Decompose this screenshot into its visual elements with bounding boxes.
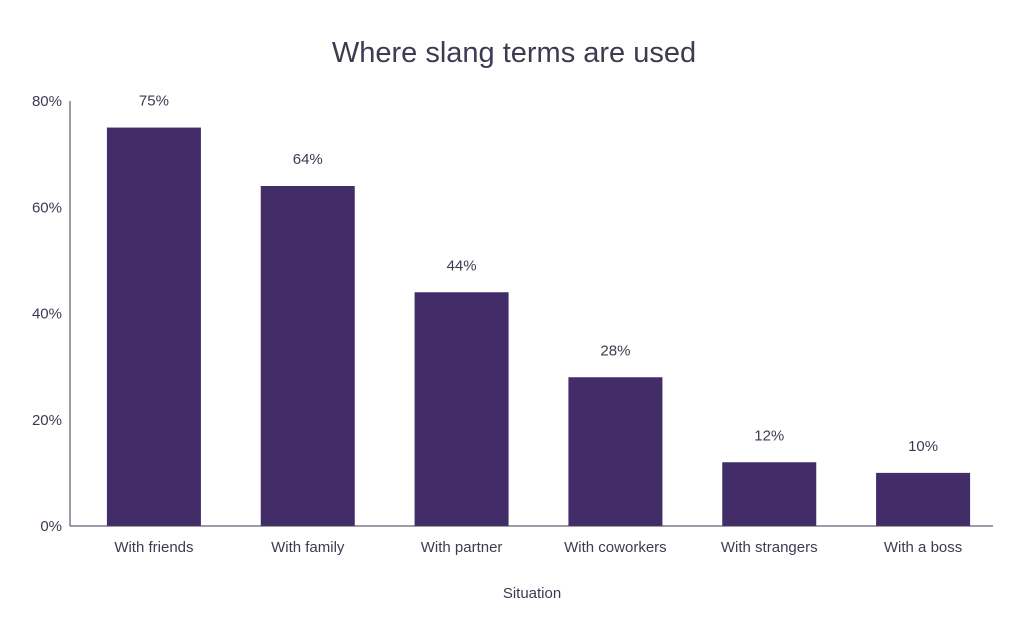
chart-title: Where slang terms are used	[332, 37, 696, 69]
x-axis-categories: With friends With family With partner With …	[114, 539, 962, 556]
bar	[414, 292, 509, 526]
bars	[106, 127, 971, 526]
y-tick-label: 0%	[40, 518, 62, 535]
x-axis-label: Situation	[503, 585, 561, 602]
data-labels: 75% 64% 44% 28% 12% 10%	[139, 93, 938, 455]
bar	[876, 472, 971, 526]
bar	[568, 377, 663, 526]
data-label: 12%	[754, 427, 784, 444]
data-label: 44%	[447, 257, 477, 274]
x-category-label: With coworkers	[564, 539, 667, 556]
x-category-label: With strangers	[721, 539, 818, 556]
y-axis-ticks: 0% 20% 40% 60% 80%	[32, 93, 62, 535]
x-category-label: With partner	[421, 539, 503, 556]
bar	[260, 186, 355, 526]
x-category-label: With a boss	[884, 539, 962, 556]
bar	[722, 462, 817, 526]
bar	[106, 127, 201, 526]
data-label: 64%	[293, 151, 323, 168]
y-tick-label: 80%	[32, 93, 62, 110]
data-label: 10%	[908, 438, 938, 455]
data-label: 75%	[139, 93, 169, 110]
y-tick-label: 40%	[32, 306, 62, 323]
y-tick-label: 60%	[32, 199, 62, 216]
y-tick-label: 20%	[32, 412, 62, 429]
x-category-label: With family	[271, 539, 345, 556]
data-label: 28%	[600, 342, 630, 359]
x-category-label: With friends	[114, 539, 193, 556]
